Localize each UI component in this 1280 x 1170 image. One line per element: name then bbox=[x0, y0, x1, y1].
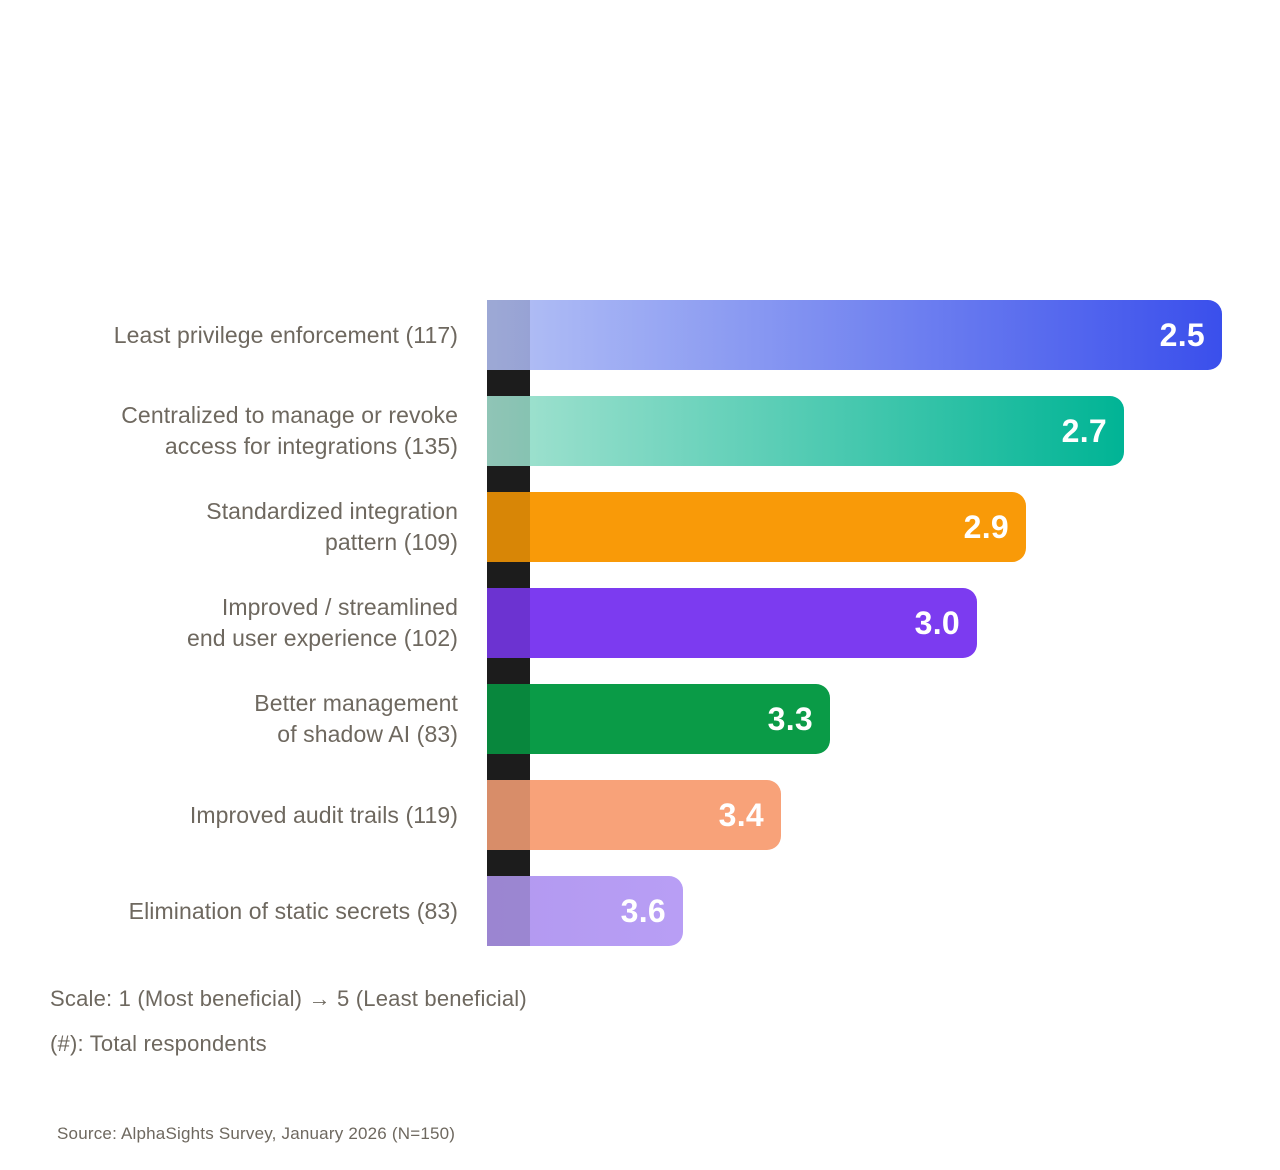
bar-row: Better management of shadow AI (83) 3.3 bbox=[0, 684, 1280, 754]
value-label: 3.3 bbox=[767, 700, 813, 737]
category-label: Elimination of static secrets (83) bbox=[128, 897, 458, 924]
bar-track: 2.7 bbox=[487, 396, 1280, 466]
category-label: Least privilege enforcement (117) bbox=[113, 321, 458, 348]
value-label: 3.0 bbox=[914, 604, 960, 641]
bar-row: Standardized integration pattern (109) 2.… bbox=[0, 492, 1280, 562]
bar-track: 3.4 bbox=[487, 780, 1280, 850]
value-label: 3.4 bbox=[718, 796, 764, 833]
bar: 2.9 bbox=[487, 492, 1026, 562]
respondents-footnote: (#): Total respondents bbox=[50, 1031, 267, 1056]
bar-row: Centralized to manage or revoke access f… bbox=[0, 396, 1280, 466]
bar-row: Elimination of static secrets (83) 3.6 bbox=[0, 876, 1280, 946]
value-label: 2.5 bbox=[1159, 316, 1205, 353]
category-label: Improved audit trails (119) bbox=[189, 801, 458, 828]
bar: 2.7 bbox=[487, 396, 1124, 466]
value-label: 2.7 bbox=[1061, 412, 1107, 449]
category-label: Standardized integration pattern (109) bbox=[206, 498, 458, 555]
bar-track: 3.6 bbox=[487, 876, 1280, 946]
bar-row: Improved / streamlined end user experien… bbox=[0, 588, 1280, 658]
bar-track: 2.9 bbox=[487, 492, 1280, 562]
scale-footnote: Scale: 1 (Most beneficial) → 5 (Least be… bbox=[50, 986, 527, 1011]
source-note: Source: AlphaSights Survey, January 2026… bbox=[57, 1124, 456, 1143]
bar-track: 2.5 bbox=[487, 300, 1280, 370]
value-label: 2.9 bbox=[963, 508, 1009, 545]
category-label: Improved / streamlined end user experien… bbox=[187, 594, 458, 651]
category-label: Better management of shadow AI (83) bbox=[254, 690, 458, 747]
bar: 3.3 bbox=[487, 684, 830, 754]
bar: 3.0 bbox=[487, 588, 977, 658]
bar-row: Improved audit trails (119) 3.4 bbox=[0, 780, 1280, 850]
bar: 2.5 bbox=[487, 300, 1222, 370]
bar: 3.4 bbox=[487, 780, 781, 850]
bar-rows: Least privilege enforcement (117) 2.5 Cent… bbox=[0, 300, 1280, 946]
value-label: 3.6 bbox=[620, 892, 666, 929]
category-label: Centralized to manage or revoke access f… bbox=[121, 402, 458, 459]
bar-row: Least privilege enforcement (117) 2.5 bbox=[0, 300, 1280, 370]
bar-track: 3.0 bbox=[487, 588, 1280, 658]
bar: 3.6 bbox=[487, 876, 683, 946]
bar-track: 3.3 bbox=[487, 684, 1280, 754]
